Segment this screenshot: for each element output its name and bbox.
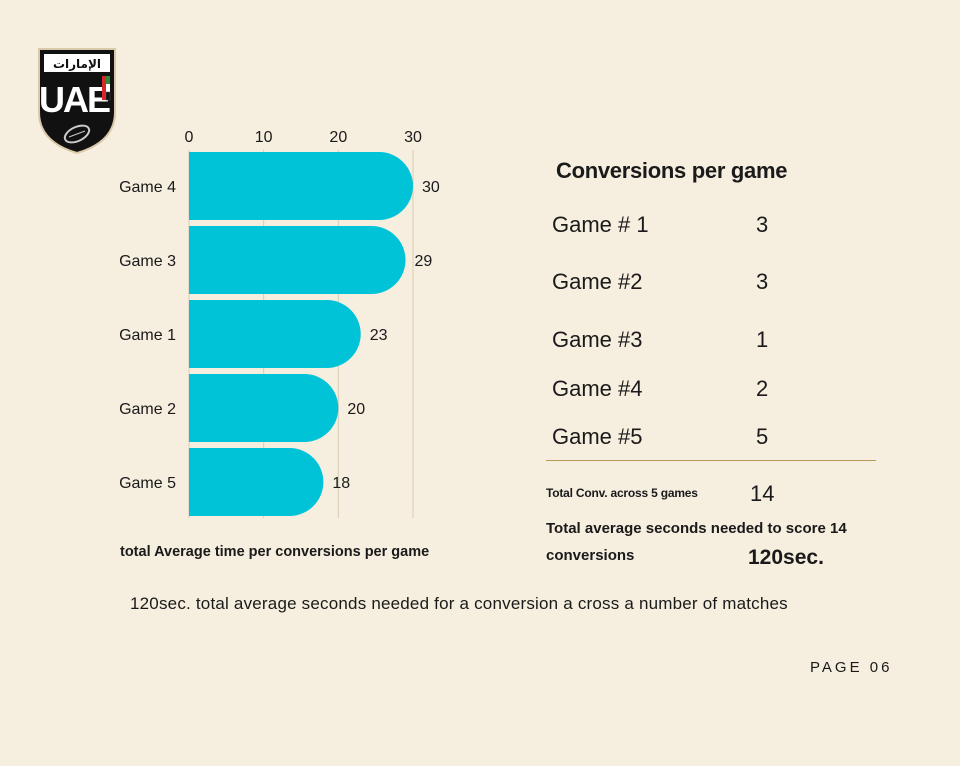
conversion-game-label: Game #2 — [552, 269, 643, 294]
conversion-game-label: Game #3 — [552, 327, 643, 352]
total-seconds-label: Total average seconds needed to score 14… — [546, 520, 847, 564]
logo-arabic-text: الإمارات — [53, 57, 101, 71]
conversion-row-2: Game #2 3 — [552, 269, 782, 299]
category-label: Game 2 — [119, 401, 176, 418]
uae-rugby-logo: الإمارات UAE — [38, 48, 116, 155]
category-label: Game 1 — [119, 327, 176, 344]
x-tick-label: 10 — [255, 129, 273, 146]
conversion-value: 1 — [756, 327, 769, 352]
conversion-value: 2 — [756, 376, 769, 401]
conversion-value: 5 — [756, 424, 769, 449]
bar-game-3 — [189, 226, 406, 294]
bar-value-label: 18 — [332, 475, 350, 492]
category-label: Game 4 — [119, 179, 176, 196]
bar-value-label: 29 — [415, 253, 433, 270]
conversion-value: 3 — [756, 212, 769, 237]
footnote: 120sec. total average seconds needed for… — [130, 594, 788, 613]
bar-value-label: 30 — [422, 179, 440, 196]
conversion-row-5: Game #5 5 — [552, 424, 782, 454]
conversion-row-4: Game #4 2 — [552, 376, 782, 406]
conversion-game-label: Game # 1 — [552, 212, 649, 237]
conversion-game-label: Game #5 — [552, 424, 643, 449]
total-conversions-label: Total Conv. across 5 games — [546, 486, 698, 500]
average-time-bar-chart: 0 10 20 30 Game 4 30 Game 3 29 Game 1 23 Game 2 20… — [119, 129, 440, 518]
bar-game-5 — [189, 448, 324, 516]
table-divider — [546, 460, 876, 461]
conversion-row-1: Game # 1 3 — [552, 212, 782, 242]
bar-game-1 — [189, 300, 361, 368]
conversions-table-title: Conversions per game — [556, 158, 788, 183]
bar-game-4 — [189, 152, 413, 220]
conversion-game-label: Game #4 — [552, 376, 643, 401]
total-conversions-value: 14 — [750, 481, 775, 506]
category-label: Game 5 — [119, 475, 176, 492]
category-label: Game 3 — [119, 253, 176, 270]
bar-value-label: 23 — [370, 327, 388, 344]
x-tick-label: 20 — [329, 129, 347, 146]
page-number: PAGE 06 — [810, 659, 893, 676]
x-tick-label: 30 — [404, 129, 422, 146]
bar-game-2 — [189, 374, 339, 442]
total-seconds-value: 120sec. — [748, 546, 824, 569]
conversion-value: 3 — [756, 269, 769, 294]
x-tick-label: 0 — [185, 129, 194, 146]
bar-value-label: 20 — [347, 401, 365, 418]
logo-letters: UAE — [39, 79, 110, 120]
conversion-row-3: Game #3 1 — [552, 327, 782, 357]
chart-x-axis-caption: total Average time per conversions per g… — [120, 544, 430, 560]
